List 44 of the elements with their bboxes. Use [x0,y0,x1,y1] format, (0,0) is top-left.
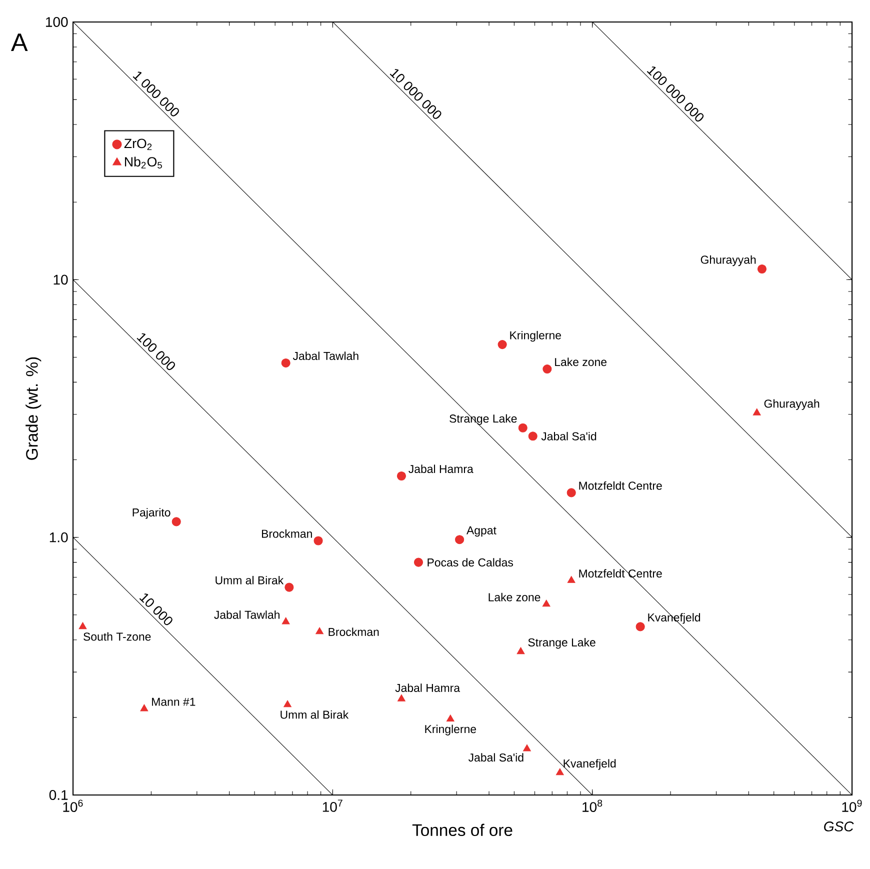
text: 10 000 000 [390,69,442,119]
x-tick-label: 10$^{7}$ [322,800,342,812]
annotation: Kringlerne [425,724,476,736]
annotation: Pajarito [132,508,170,519]
text: 100 000 000 [646,66,704,122]
annotation: Jabal Sa'id [541,432,596,440]
annotation: Jabal Hamra [395,684,460,692]
y-tick-label: 100 [46,17,68,27]
text: GSC [824,822,854,832]
text: A [10,34,28,52]
annotation: Motzfeldt Centre [579,481,662,490]
text: 100 000 [136,333,176,370]
y-tick-label: 0.1 [49,790,68,800]
annotation: Brockman [262,529,312,538]
x-tick-label: 10$^{9}$ [842,800,862,812]
annotation: Brockman [328,628,379,636]
text: 10 000 [139,594,172,626]
annotation: Strange Lake [528,638,596,649]
y-tick-label: 10 [54,274,68,285]
annotation: Ghurayyah [700,255,756,266]
annotation: Jabal Hamra [408,464,474,474]
annotation: Jabal Sa'id [468,753,524,762]
annotation: Mann #1 [152,698,196,706]
legend-label: Nb$_{2}$O$_{5}$ [125,156,162,168]
text: 1 000 000 [132,72,179,116]
y-tick-label: 1.0 [50,532,68,542]
annotation: Kringlerne [510,330,561,342]
annotation: Lake zone [555,358,607,366]
x-tick-label: 10$^{6}$ [63,800,83,812]
annotation: Jabal Tawlah [214,610,280,619]
annotation: Umm al Birak [280,710,349,719]
y-axis-title: Grade (wt. %) [26,357,42,460]
annotation: South T-zone [84,632,151,641]
annotation: Ghurayyah [764,399,820,410]
annotation: Jabal Tawlah [292,352,358,360]
legend-label: ZrO$_{2}$ [124,138,152,150]
annotation: Pocas de Caldas [428,558,513,567]
x-tick-label: 10$^{8}$ [582,800,602,812]
x-axis-title: Tonnes of ore [412,824,512,836]
annotation: Kvanefjeld [564,759,616,770]
annotation: Lake zone [488,592,540,602]
annotation: Agpat [466,526,496,537]
annotation: Umm al Birak [216,576,284,584]
annotation: Motzfeldt Centre [579,569,662,578]
